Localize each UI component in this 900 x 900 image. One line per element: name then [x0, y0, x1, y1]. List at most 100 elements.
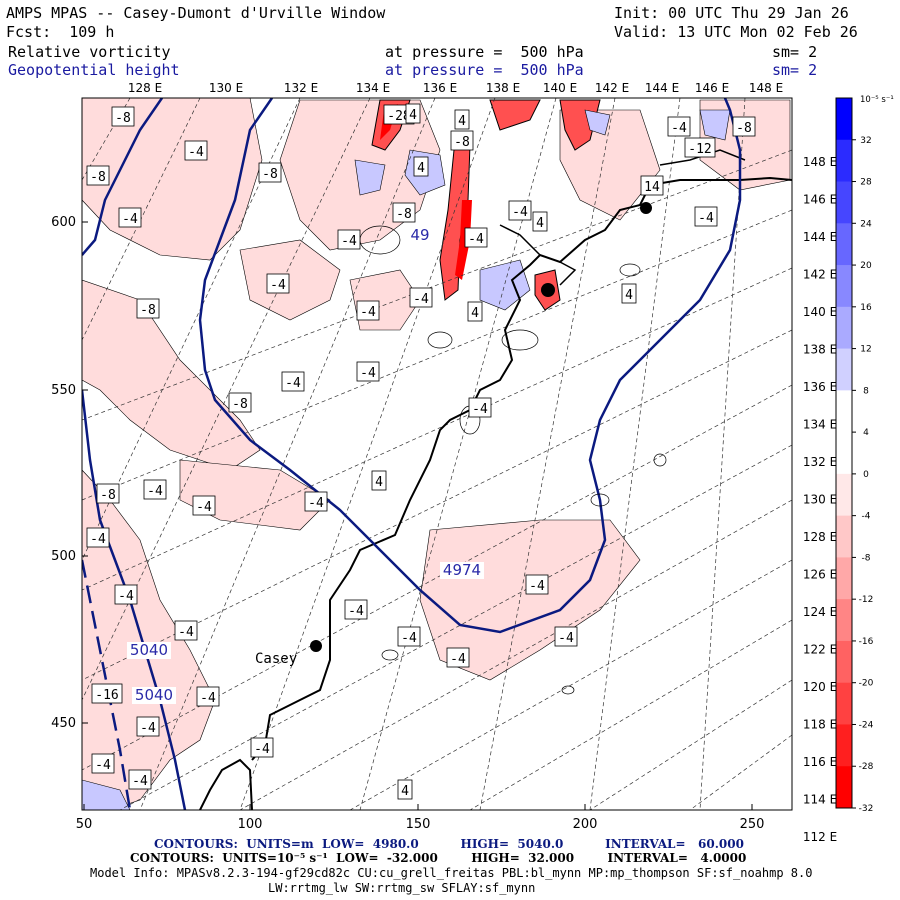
right-lon-label: 134 E [803, 418, 837, 432]
vorticity-label: -4 [671, 121, 687, 136]
vorticity-label-box [192, 495, 216, 516]
vorticity-label-box [554, 626, 578, 647]
vorticity-contour-labels: -8 -8 -8 -8 -8 -8 -8 -8 -8 -4 -4 -4 -4 -4 -4 -4 -4 -4 -4 -4… [86, 103, 756, 800]
colorbar-segment [836, 432, 852, 475]
vorticity-label-box [96, 483, 120, 504]
vorticity-label: -8 [100, 488, 116, 503]
colorbar-segment [836, 766, 852, 809]
vorticity-label-box [258, 162, 282, 183]
vorticity-label-box [532, 211, 548, 232]
height-label: 5040 [135, 686, 173, 704]
chart-title: AMPS MPAS -- Casey-Dumont d'Urville Wind… [6, 4, 386, 22]
colorbar-label: -8 [862, 553, 871, 563]
vorticity-label: -16 [95, 688, 118, 703]
colorbar-segment [836, 473, 852, 517]
vorticity-label-box [405, 103, 421, 124]
colorbar-segment [836, 682, 852, 725]
right-lon-label: 144 E [803, 230, 837, 244]
vorticity-label: 4 [471, 306, 479, 321]
top-lon-label: 142 E [595, 81, 629, 95]
colorbar-segment [836, 306, 852, 350]
vorticity-label: 4 [458, 114, 466, 129]
vorticity-label: -4 [132, 774, 148, 789]
vorticity-label-box [344, 599, 368, 620]
colorbar-label: 12 [860, 345, 871, 355]
footer-model-info: Model Info: MPASv8.2.3-194-gf29cd82c CU:… [90, 866, 813, 880]
colorbar-label: 8 [863, 386, 869, 396]
init-time: Init: 00 UTC Thu 29 Jan 26 [614, 4, 849, 22]
colorbar-label: 20 [860, 261, 872, 271]
vorticity-label: -4 [341, 234, 357, 249]
colorbar-label: -16 [859, 637, 874, 647]
top-lon-label: 136 E [423, 81, 457, 95]
vorticity-label-box [446, 647, 470, 668]
top-lon-label: 144 E [645, 81, 679, 95]
vorticity-label: -8 [232, 397, 248, 412]
colorbar-segment [836, 98, 852, 141]
colorbar-segment [836, 390, 852, 433]
vorticity-label-box [114, 584, 138, 605]
height-label: 5040 [130, 641, 168, 659]
height-label-bg [127, 642, 171, 659]
vorticity-label: -4 [122, 212, 138, 227]
vorticity-label-box [508, 200, 532, 221]
vorticity-label-box [86, 165, 110, 186]
right-lon-label: 118 E [803, 718, 837, 732]
vorticity-label: 4 [625, 288, 633, 303]
colorbar-segment [836, 223, 852, 266]
map-axes: 128 E 130 E 132 E 134 E 136 E 138 E 140 E 142 E… [51, 81, 837, 844]
vorticity-label-box [184, 140, 208, 161]
vorticity-label: -4 [200, 691, 216, 706]
right-lon-label: 138 E [803, 343, 837, 357]
vorticity-label-box [118, 207, 142, 228]
vorticity-label-box [281, 371, 305, 392]
vorticity-label-box [621, 283, 637, 304]
vorticity-label-box [684, 137, 716, 158]
colorbar-label: -20 [859, 679, 874, 689]
right-lon-label: 130 E [803, 493, 837, 507]
vorticity-label: 4 [417, 161, 425, 176]
right-lon-label: 124 E [803, 605, 837, 619]
colorbar-label: 0 [863, 470, 869, 480]
vorticity-label-box [464, 227, 488, 248]
height-label: 4974 [443, 561, 481, 579]
colorbar-segment [836, 515, 852, 558]
vorticity-label-box [667, 116, 691, 137]
vorticity-label: 4 [536, 216, 544, 231]
x-tick-label: 100 [238, 817, 263, 832]
footer-vorticity-contours: CONTOURS: UNITS=10⁻⁵ s⁻¹ LOW= -32.000 HI… [130, 851, 747, 865]
height-contour-labels: 4974 5040 5040 49 [127, 226, 484, 704]
colorbar-label: -4 [862, 512, 871, 522]
colorbar-label: 24 [860, 219, 872, 229]
vorticity-label-box [111, 106, 135, 127]
right-lon-label: 126 E [803, 568, 837, 582]
vorticity-label: -4 [178, 625, 194, 640]
vorticity-label: -4 [285, 376, 301, 391]
field2-name: Geopotential height [8, 61, 180, 79]
y-tick-label: 600 [51, 215, 76, 230]
x-tick-label: 150 [406, 817, 431, 832]
vorticity-label-box [356, 300, 380, 321]
colorbar-label: -32 [859, 804, 874, 814]
vorticity-label: -4 [450, 652, 466, 667]
vorticity-label: -4 [188, 145, 204, 160]
vorticity-label: -4 [558, 631, 574, 646]
colorbar-segment [836, 265, 852, 308]
vorticity-label: -4 [118, 589, 134, 604]
colorbar-segment [836, 724, 852, 767]
colorbar-label: 4 [863, 428, 869, 438]
vorticity-label-box [397, 626, 421, 647]
vorticity-label: -8 [115, 111, 131, 126]
forecast-hour: Fcst: 109 h [6, 23, 115, 41]
vorticity-label: -4 [348, 604, 364, 619]
vorticity-label-box [450, 130, 474, 151]
right-lon-label: 116 E [803, 755, 837, 769]
vorticity-label-box [136, 716, 160, 737]
top-lon-label: 128 E [128, 81, 162, 95]
field1-name: Relative vorticity [8, 43, 171, 61]
vorticity-label-box [304, 491, 328, 512]
colorbar: 10⁻⁵ s⁻¹ 32 28 24 20 16 12 8 4 0 -4 -8 -12 -16 -20 -24 -… [835, 95, 894, 814]
field1-smoothing: sm= 2 [772, 43, 818, 61]
right-lon-label: 136 E [803, 380, 837, 394]
colorbar-segment [836, 181, 852, 224]
